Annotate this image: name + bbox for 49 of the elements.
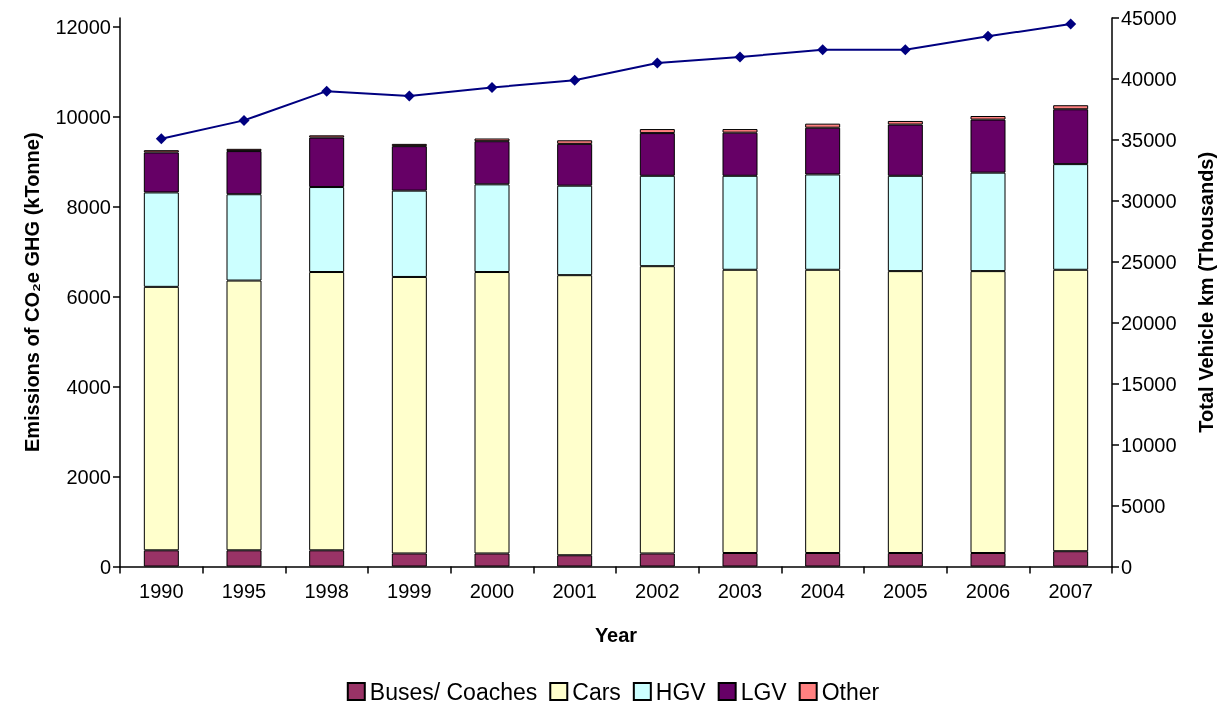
point [569, 74, 581, 86]
x-tick-label: 2003 [717, 579, 763, 602]
y2-tick-label: 40000 [1121, 67, 1177, 90]
x-tick-label: 2004 [800, 579, 845, 602]
y2-tick-label: 25000 [1121, 250, 1177, 273]
x-tick-label: 1990 [139, 579, 184, 602]
y2-tick-label: 0 [1121, 555, 1133, 578]
point [238, 114, 250, 126]
legend-label: HGV [655, 678, 707, 705]
x-tick-label: 2007 [1048, 579, 1093, 602]
x-tick-label: 1995 [221, 579, 267, 602]
y-tick-label: 8000 [66, 195, 111, 218]
y-tick-label: 12000 [55, 15, 111, 38]
point [817, 44, 829, 56]
y-tick-label: 6000 [66, 285, 111, 308]
point [899, 44, 911, 56]
y2-tick-label: 35000 [1121, 128, 1177, 151]
x-tick-label: 1999 [387, 579, 432, 602]
y2-tick-label: 15000 [1121, 372, 1177, 395]
y2-tick-label: 20000 [1121, 311, 1177, 334]
point [982, 30, 994, 42]
x-tick-label: 2005 [883, 579, 928, 602]
point [155, 133, 167, 145]
y-axis-title: Emissions of CO₂e GHG (kTonne) [21, 132, 43, 453]
y-tick-label: 4000 [66, 375, 111, 398]
legend-label: LGV [740, 678, 788, 705]
y2-tick-label: 45000 [1121, 7, 1177, 29]
x-tick-label: 2000 [469, 579, 515, 602]
y-tick-label: 0 [99, 555, 111, 578]
point [321, 85, 333, 97]
x-axis-title: Year [594, 623, 638, 646]
point [403, 90, 415, 102]
y-tick-label: 2000 [66, 465, 111, 488]
x-tick-label: 2001 [552, 579, 597, 602]
x-tick-label: 2006 [965, 579, 1011, 602]
y2-tick-label: 30000 [1121, 189, 1177, 212]
y-tick-label: 10000 [55, 105, 111, 128]
x-tick-label: 1998 [304, 579, 349, 602]
legend-label: Buses/ Coaches [369, 678, 538, 705]
y2-tick-label: 10000 [1121, 433, 1177, 456]
point [651, 57, 663, 69]
legend-label: Other [821, 678, 880, 705]
point [486, 81, 498, 93]
x-tick-label: 2002 [635, 579, 680, 602]
y2-axis-title: Total Vehicle km (Thousands) [1195, 151, 1217, 433]
legend-label: Cars [572, 678, 621, 705]
point [1065, 18, 1077, 30]
y2-tick-label: 5000 [1121, 494, 1166, 517]
point [734, 51, 746, 63]
